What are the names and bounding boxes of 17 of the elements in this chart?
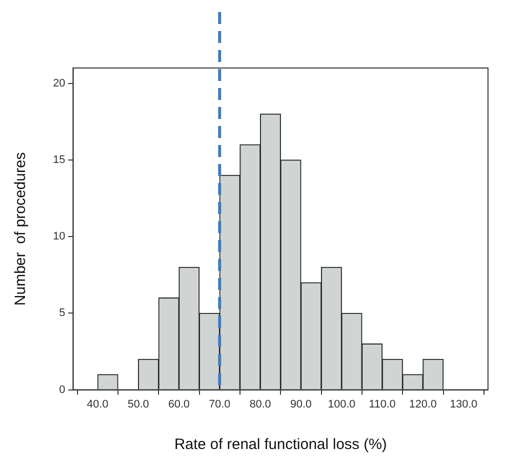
x-tick-label: 80.0 — [250, 398, 271, 410]
x-tick-label: 50.0 — [128, 398, 150, 410]
x-tick-label: 70.0 — [208, 398, 230, 410]
x-tick-label: 110.0 — [368, 398, 396, 410]
x-tick-label: 60.0 — [168, 398, 190, 410]
x-tick-label: 90.0 — [290, 398, 312, 410]
y-tick-label: 5 — [59, 307, 66, 320]
y-tick-label: 0 — [59, 384, 66, 396]
y-axis-title: Number of procedures — [12, 152, 30, 306]
x-axis-title: Rate of renal functional loss (%) — [174, 436, 387, 454]
x-tick-label: 100.0 — [328, 398, 356, 410]
x-tick-label: 40.0 — [86, 398, 108, 410]
x-tick-label: 130.0 — [450, 398, 478, 410]
y-tick-label: 15 — [52, 154, 66, 166]
x-tick-label: 120.0 — [409, 398, 437, 410]
y-tick-label: 20 — [52, 77, 66, 90]
y-tick-label: 10 — [52, 230, 66, 243]
